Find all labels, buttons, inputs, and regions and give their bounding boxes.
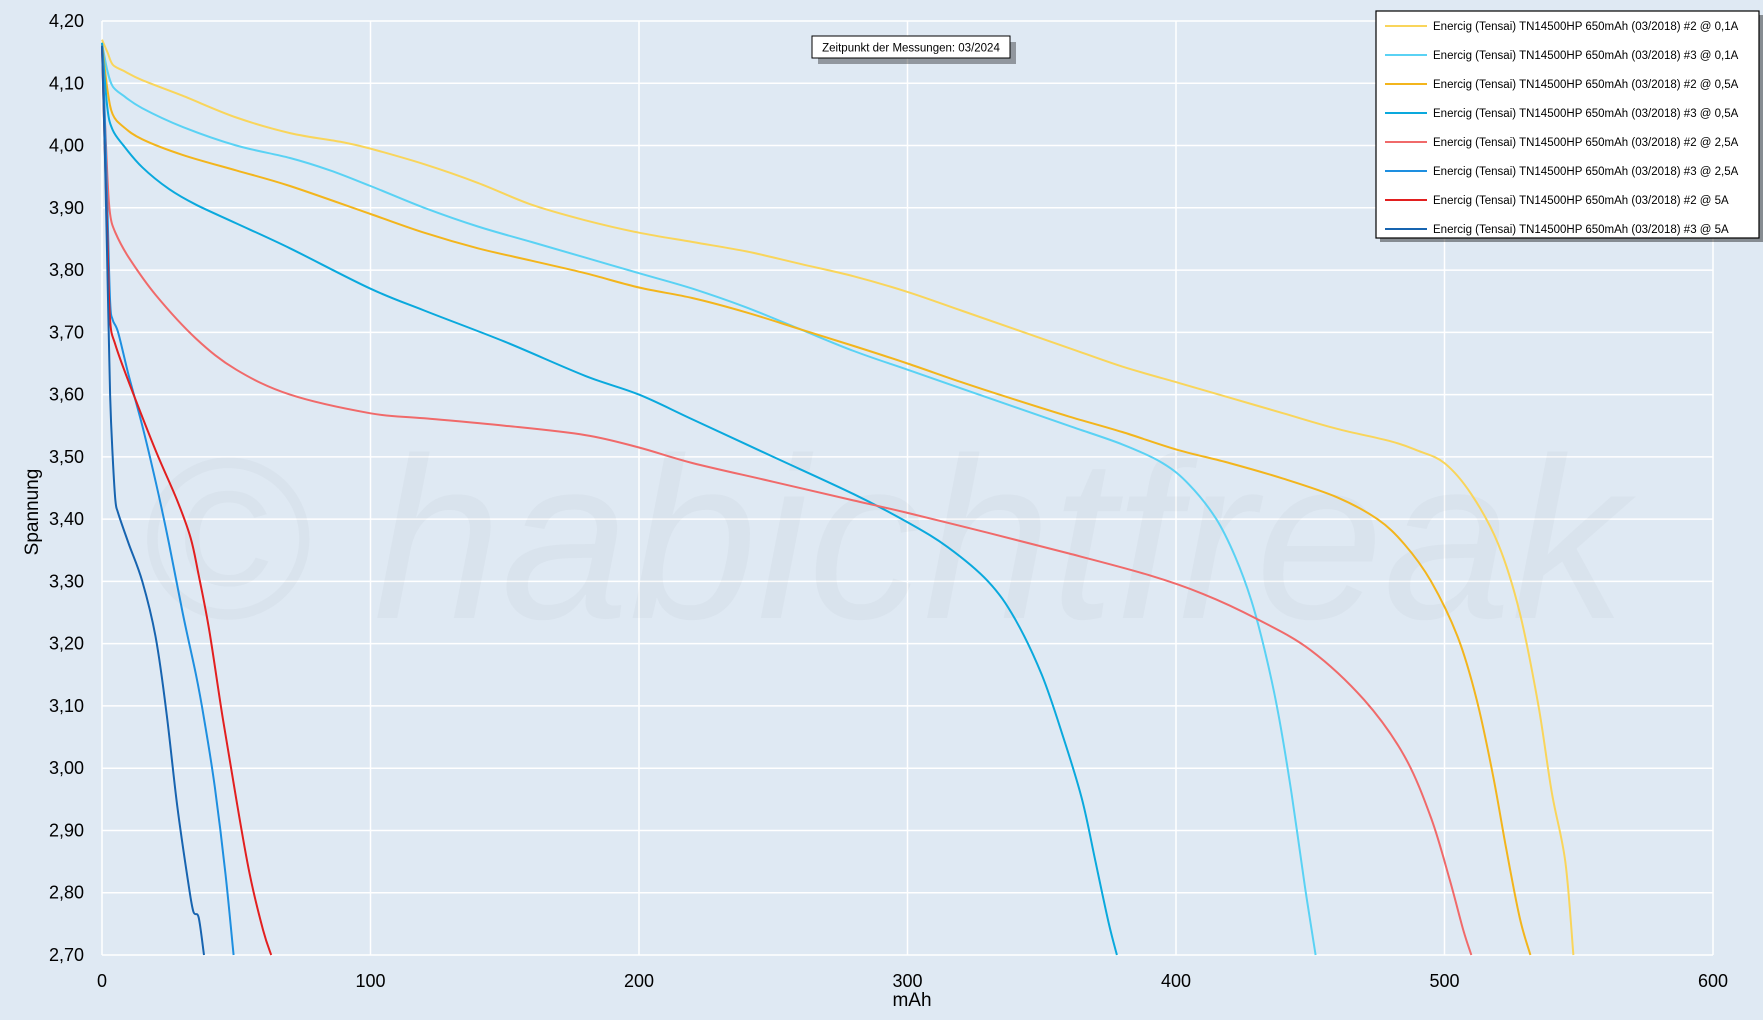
x-tick-label: 500 — [1429, 971, 1459, 991]
y-tick-label: 3,40 — [49, 509, 84, 529]
y-axis: 2,70 2,80 2,90 3,00 3,10 3,20 3,30 3,40 3,50 3,60… — [49, 11, 84, 965]
y-tick-label: 4,20 — [49, 11, 84, 31]
measurement-note-text: Zeitpunkt der Messungen: 03/2024 — [822, 43, 1000, 55]
legend-label: Enercig (Tensai) TN14500HP 650mAh (03/20… — [1433, 195, 1729, 207]
legend-label: Enercig (Tensai) TN14500HP 650mAh (03/20… — [1433, 137, 1739, 149]
y-axis-title: Spannung — [22, 469, 43, 556]
x-tick-label: 0 — [97, 971, 107, 991]
series-line-8 — [101, 45, 205, 956]
y-tick-label: 4,00 — [49, 136, 84, 156]
y-tick-label: 3,80 — [49, 260, 84, 280]
legend-label: Enercig (Tensai) TN14500HP 650mAh (03/20… — [1433, 108, 1739, 120]
series-line-1 — [101, 39, 1575, 956]
series-line-5 — [101, 45, 1473, 956]
x-axis-title: mAh — [892, 990, 931, 1011]
legend-label: Enercig (Tensai) TN14500HP 650mAh (03/20… — [1433, 21, 1739, 33]
series-layer — [101, 39, 1575, 956]
y-tick-label: 3,90 — [49, 198, 84, 218]
x-tick-label: 600 — [1698, 971, 1728, 991]
legend-label: Enercig (Tensai) TN14500HP 650mAh (03/20… — [1433, 224, 1729, 236]
y-tick-label: 3,30 — [49, 571, 84, 591]
y-tick-label: 3,00 — [49, 758, 84, 778]
legend: Enercig (Tensai) TN14500HP 650mAh (03/20… — [1375, 10, 1763, 242]
x-tick-label: 100 — [355, 971, 385, 991]
y-tick-label: 4,10 — [49, 73, 84, 93]
x-tick-label: 400 — [1161, 971, 1191, 991]
y-tick-label: 3,50 — [49, 447, 84, 467]
series-line-4 — [101, 42, 1118, 956]
y-tick-label: 3,70 — [49, 322, 84, 342]
y-tick-label: 2,90 — [49, 820, 84, 840]
legend-box — [1375, 10, 1760, 239]
y-tick-label: 3,60 — [49, 385, 84, 405]
y-tick-label: 3,10 — [49, 696, 84, 716]
y-tick-label: 3,20 — [49, 634, 84, 654]
series-line-3 — [101, 42, 1532, 956]
measurement-note: Zeitpunkt der Messungen: 03/2024 — [811, 35, 1016, 64]
legend-label: Enercig (Tensai) TN14500HP 650mAh (03/20… — [1433, 50, 1739, 62]
x-tick-label: 200 — [624, 971, 654, 991]
x-axis: 0 100 200 300 400 500 600 — [97, 971, 1728, 991]
legend-label: Enercig (Tensai) TN14500HP 650mAh (03/20… — [1433, 79, 1739, 91]
y-tick-label: 2,80 — [49, 883, 84, 903]
legend-label: Enercig (Tensai) TN14500HP 650mAh (03/20… — [1433, 166, 1739, 178]
x-tick-label: 300 — [892, 971, 922, 991]
y-tick-label: 2,70 — [49, 945, 84, 965]
legend-items: Enercig (Tensai) TN14500HP 650mAh (03/20… — [1385, 21, 1739, 236]
